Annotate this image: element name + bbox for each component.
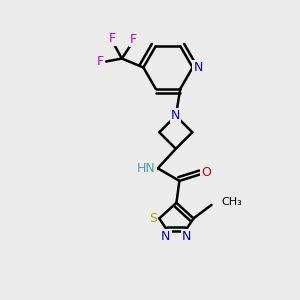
- Text: N: N: [161, 230, 171, 243]
- Text: CH₃: CH₃: [221, 197, 242, 207]
- Text: N: N: [193, 61, 203, 74]
- Text: HN: HN: [137, 162, 156, 176]
- Text: F: F: [97, 55, 104, 68]
- Text: N: N: [182, 230, 192, 243]
- Text: F: F: [130, 33, 137, 46]
- Text: N: N: [171, 109, 181, 122]
- Text: F: F: [109, 32, 116, 45]
- Text: O: O: [201, 166, 211, 179]
- Text: S: S: [149, 212, 157, 225]
